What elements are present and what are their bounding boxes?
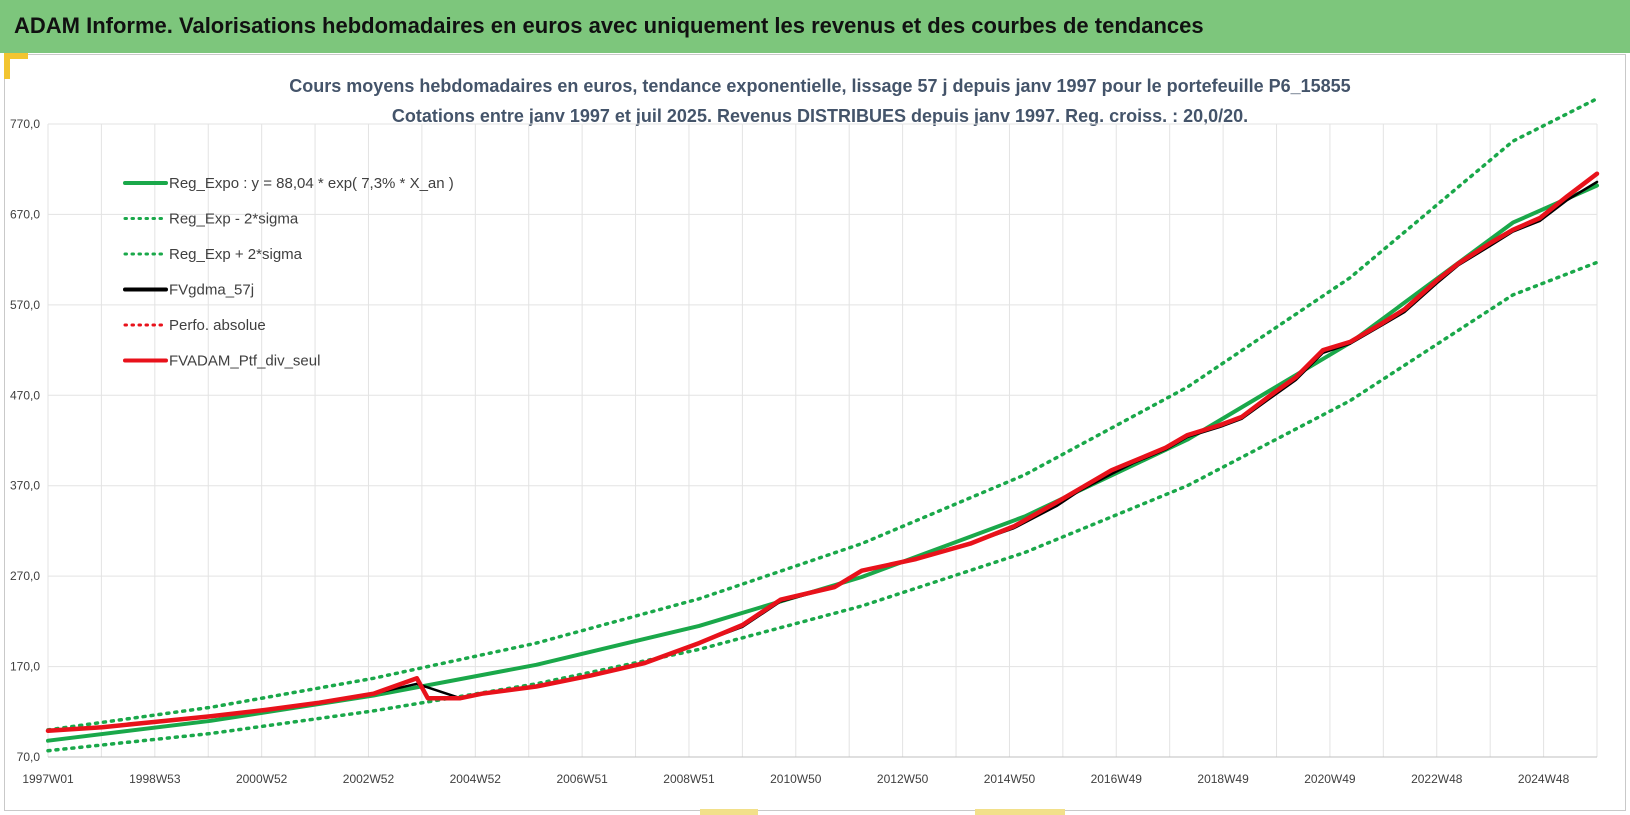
report-title: ADAM Informe. Valorisations hebdomadaire…: [14, 13, 1204, 38]
y-tick-label: 70,0: [17, 750, 41, 764]
accent-mark-bottom: [975, 809, 1065, 815]
y-tick-label: 370,0: [10, 479, 40, 493]
chart-title: Cours moyens hebdomadaires en euros, ten…: [289, 76, 1350, 96]
legend-label: FVADAM_Ptf_div_seul: [169, 353, 320, 370]
series: [45, 96, 1600, 753]
y-tick-label: 770,0: [10, 117, 40, 131]
series-line-perfo-absolue: [47, 172, 1598, 732]
legend-label: Perfo. absolue: [169, 317, 266, 334]
x-tick-label: 1998W53: [129, 772, 181, 786]
legend-label: Reg_Expo : y = 88,04 * exp( 7,3% * X_an …: [169, 175, 454, 192]
accent-bar: [4, 53, 28, 59]
x-tick-label: 2022W48: [1411, 772, 1463, 786]
axes: 770,0 670,0 570,0 470,0 370,0 270,0 170,0 70,0 1…: [10, 117, 1570, 786]
chart-frame: [4, 54, 1626, 811]
x-tick-label: 2000W52: [236, 772, 288, 786]
x-tick-label: 2006W51: [556, 772, 608, 786]
x-tick-label: 2016W49: [1091, 772, 1143, 786]
y-tick-label: 270,0: [10, 569, 40, 583]
series-line-reg-exp-2-sigma: [46, 260, 1599, 753]
y-tick-label: 570,0: [10, 298, 40, 312]
accent-stripe: [4, 53, 10, 79]
x-tick-label: 1997W01: [22, 772, 74, 786]
x-tick-label: 2018W49: [1197, 772, 1249, 786]
x-tick-label: 2024W48: [1518, 772, 1570, 786]
series-line-reg-exp-2-sigma: [46, 96, 1599, 732]
x-tick-label: 2010W50: [770, 772, 822, 786]
y-tick-label: 470,0: [10, 388, 40, 402]
series-line-fvgdma-57j: [46, 180, 1599, 733]
x-tick-label: 2012W50: [877, 772, 929, 786]
legend: Reg_Expo : y = 88,04 * exp( 7,3% * X_an …: [123, 175, 454, 370]
y-tick-label: 170,0: [10, 660, 40, 674]
series-line-reg-expo-y-88-04-exp-7-3-x-an: [46, 183, 1599, 743]
y-tick-label: 670,0: [10, 207, 40, 221]
legend-label: Reg_Exp + 2*sigma: [169, 246, 303, 263]
accent-mark-bottom: [700, 809, 758, 815]
x-tick-label: 2020W49: [1304, 772, 1356, 786]
legend-label: Reg_Exp - 2*sigma: [169, 211, 299, 228]
x-tick-label: 2014W50: [984, 772, 1036, 786]
legend-label: FVgdma_57j: [169, 282, 254, 299]
chart-subtitle: Cotations entre janv 1997 et juil 2025. …: [392, 106, 1248, 126]
report-header: ADAM Informe. Valorisations hebdomadaire…: [0, 0, 1630, 53]
grid: [47, 123, 1598, 758]
x-tick-label: 2002W52: [343, 772, 395, 786]
x-tick-label: 2004W52: [450, 772, 502, 786]
x-tick-label: 2008W51: [663, 772, 715, 786]
